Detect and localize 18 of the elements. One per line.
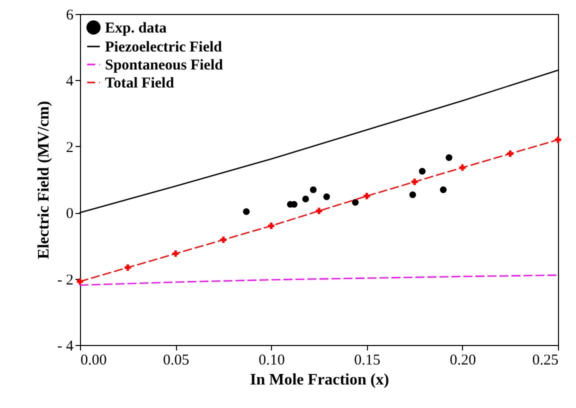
y-tick-label: 4 [66,74,74,90]
x-axis-title: In Mole Fraction (x) [250,372,390,388]
legend-label: Total Field [105,76,175,92]
y-tick-label: 2 [66,140,74,156]
y-axis-title: Electric Field (MV/cm) [35,100,52,260]
legend-label: Exp. data [105,20,168,36]
legend-label: Spontaneous Field [105,58,224,74]
y-tick-label: 6 [66,8,74,24]
x-tick-label: 0.25 [532,352,558,368]
x-tick-label: 0.05 [162,352,190,368]
y-tick-label: 0 [66,206,74,222]
y-tick-label: - 4 [57,338,74,354]
x-tick-label: 0.10 [258,352,285,368]
legend-label: Piezoelectric Field [105,40,223,56]
x-tick-label: 0.00 [80,352,107,368]
y-tick-label: - 2 [57,272,74,288]
x-tick-label: 0.20 [450,352,476,368]
x-tick-label: 0.15 [354,352,380,368]
